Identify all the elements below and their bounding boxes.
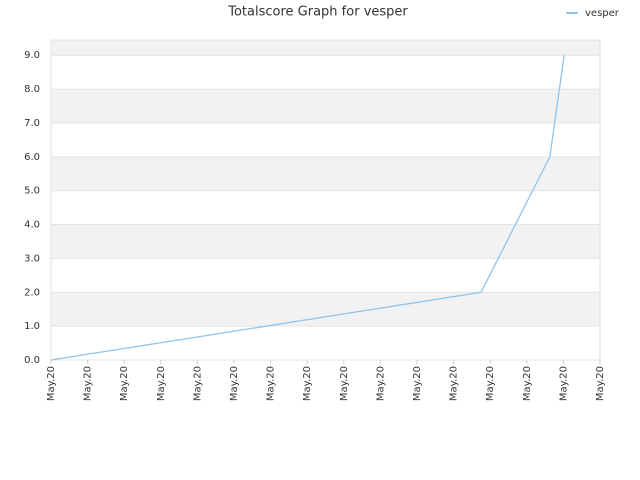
x-tick-label: May.20 <box>302 366 313 401</box>
x-tick-label: May.20 <box>375 366 386 401</box>
x-tick-label: May.20 <box>485 366 496 401</box>
grid-band <box>51 89 600 123</box>
x-tick-label: May.20 <box>46 366 57 401</box>
chart-title: Totalscore Graph for vesper <box>227 5 408 20</box>
legend-label: vesper <box>585 8 620 19</box>
y-tick-label: 6.0 <box>24 152 40 163</box>
y-tick-label: 3.0 <box>24 253 40 264</box>
x-tick-label: May.20 <box>266 366 277 401</box>
x-tick-label: May.20 <box>339 366 350 401</box>
y-tick-label: 4.0 <box>24 220 40 231</box>
y-tick-label: 0.0 <box>24 355 40 366</box>
x-tick-label: May.20 <box>83 366 94 401</box>
grid-band <box>51 224 600 259</box>
x-tick-label: May.20 <box>229 366 240 401</box>
y-tick-label: 9.0 <box>24 50 40 61</box>
y-tick-label: 1.0 <box>24 321 40 332</box>
y-tick-label: 7.0 <box>24 118 40 129</box>
x-tick-label: May.20 <box>595 366 606 401</box>
grid-band <box>51 292 600 327</box>
x-tick-label: May.20 <box>119 366 130 401</box>
x-tick-label: May.20 <box>558 366 569 401</box>
x-tick-label: May.20 <box>156 366 167 401</box>
y-tick-label: 5.0 <box>24 186 40 197</box>
y-tick-label: 2.0 <box>24 287 40 298</box>
x-tick-label: May.20 <box>412 366 423 401</box>
grid-band <box>51 40 600 56</box>
line <box>50 55 565 361</box>
x-tick-label: May.20 <box>449 366 460 401</box>
grid-band <box>51 156 600 191</box>
x-tick-label: May.20 <box>522 366 533 401</box>
y-tick-label: 8.0 <box>24 84 40 95</box>
x-tick-label: May.20 <box>192 366 203 401</box>
